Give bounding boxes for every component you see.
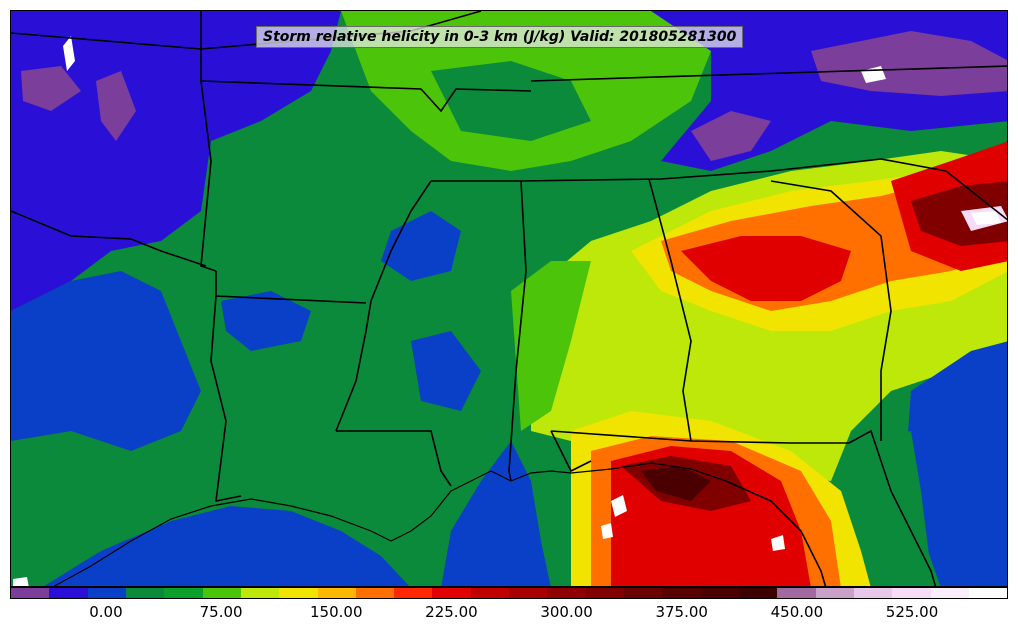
colorbar-bin [738, 588, 778, 598]
field-purple-nw2 [96, 71, 136, 141]
field-blue-mid [381, 211, 461, 281]
colorbar-tick-label: 525.00 [885, 603, 939, 621]
colorbar-bin [317, 588, 356, 598]
field-blue-mid2 [221, 291, 311, 351]
field-darkred-carolina [911, 181, 1007, 246]
colorbar-bin [87, 588, 126, 598]
colorbar-bin [624, 588, 663, 598]
border-line-3 [530, 65, 1007, 82]
field-white-bottomleft [13, 577, 29, 586]
colorbar-tick-label: 375.00 [655, 603, 708, 621]
colorbar-bin [49, 588, 88, 598]
colorbar-bin [700, 588, 739, 598]
colorbar-bin [853, 588, 893, 598]
border-line-17 [848, 429, 937, 586]
border-line-12 [648, 178, 692, 442]
border-line-13 [550, 430, 592, 473]
colorbar-bin [930, 588, 969, 598]
gulf-coastline [53, 462, 727, 586]
field-blue-mid3 [411, 331, 481, 411]
border-line-16 [945, 170, 1007, 221]
colorbar-tick-label: 75.00 [199, 603, 243, 621]
field-blue-west [11, 271, 201, 451]
field-white-gulf1 [611, 495, 627, 517]
colorbar-tick-label: 300.00 [540, 603, 593, 621]
colorbar-ticks: 0.00 75.00 150.00 225.00 300.00 375.00 450.00 5… [10, 601, 1008, 625]
border-line-8 [431, 158, 947, 182]
colorbar-bin [585, 588, 624, 598]
border-line-11 [508, 180, 527, 482]
border-line-5 [11, 210, 207, 267]
colorbar-bin [777, 588, 816, 598]
field-white-carolina [971, 211, 1001, 225]
field-white-nw [63, 36, 75, 71]
colorbar-bin [279, 588, 318, 598]
border-line-9 [335, 180, 432, 432]
colorbar-bin [11, 588, 50, 598]
colorbar-bin [394, 588, 433, 598]
field-blue-florida-atlantic [906, 341, 1007, 586]
colorbar-bin [892, 588, 931, 598]
colorbar-tick-label: 450.00 [770, 603, 824, 621]
border-line-14 [550, 430, 849, 444]
map-panel: Storm relative helicity in 0-3 km (J/kg)… [10, 10, 1008, 587]
field-blue-northwest [11, 11, 341, 311]
border-line-18 [725, 480, 827, 586]
border-line-4 [200, 11, 217, 272]
field-blue-texas-coast [44, 506, 410, 586]
colorbar-bin [355, 588, 395, 598]
colorbar-bin [470, 588, 510, 598]
field-purple-nw1 [21, 66, 81, 111]
colorbar-bin [547, 588, 586, 598]
field-blue-gulf-central [441, 441, 551, 586]
border-line-15 [770, 180, 892, 441]
field-green-florida [871, 431, 931, 586]
colorbar-tick-label: 0.00 [89, 603, 123, 621]
colorbar-bin [240, 588, 280, 598]
colorbar-tick-label: 225.00 [425, 603, 478, 621]
field-red-georgia [681, 236, 851, 301]
field-white-gulf2 [601, 523, 613, 539]
border-line-10 [336, 430, 452, 487]
map-title: Storm relative helicity in 0-3 km (J/kg)… [256, 26, 744, 48]
colorbar [10, 587, 1008, 599]
field-white-gulf3 [771, 535, 785, 551]
helicity-map [11, 11, 1007, 586]
colorbar-bin [432, 588, 471, 598]
field-purple-ne [811, 31, 1007, 96]
colorbar-bin [202, 588, 241, 598]
colorbar-bin [164, 588, 203, 598]
border-line-7 [210, 295, 242, 503]
colorbar-bin [662, 588, 701, 598]
colorbar-bin [968, 588, 1008, 598]
border-line-2 [200, 80, 532, 113]
field-maroon-gulf [641, 466, 711, 501]
colorbar-bin [509, 588, 548, 598]
field-green-east-lower [511, 261, 591, 431]
colorbar-bin [125, 588, 165, 598]
field-purple-ne2 [691, 111, 771, 161]
colorbar-tick-label: 150.00 [310, 603, 363, 621]
colorbar-bin [815, 588, 854, 598]
